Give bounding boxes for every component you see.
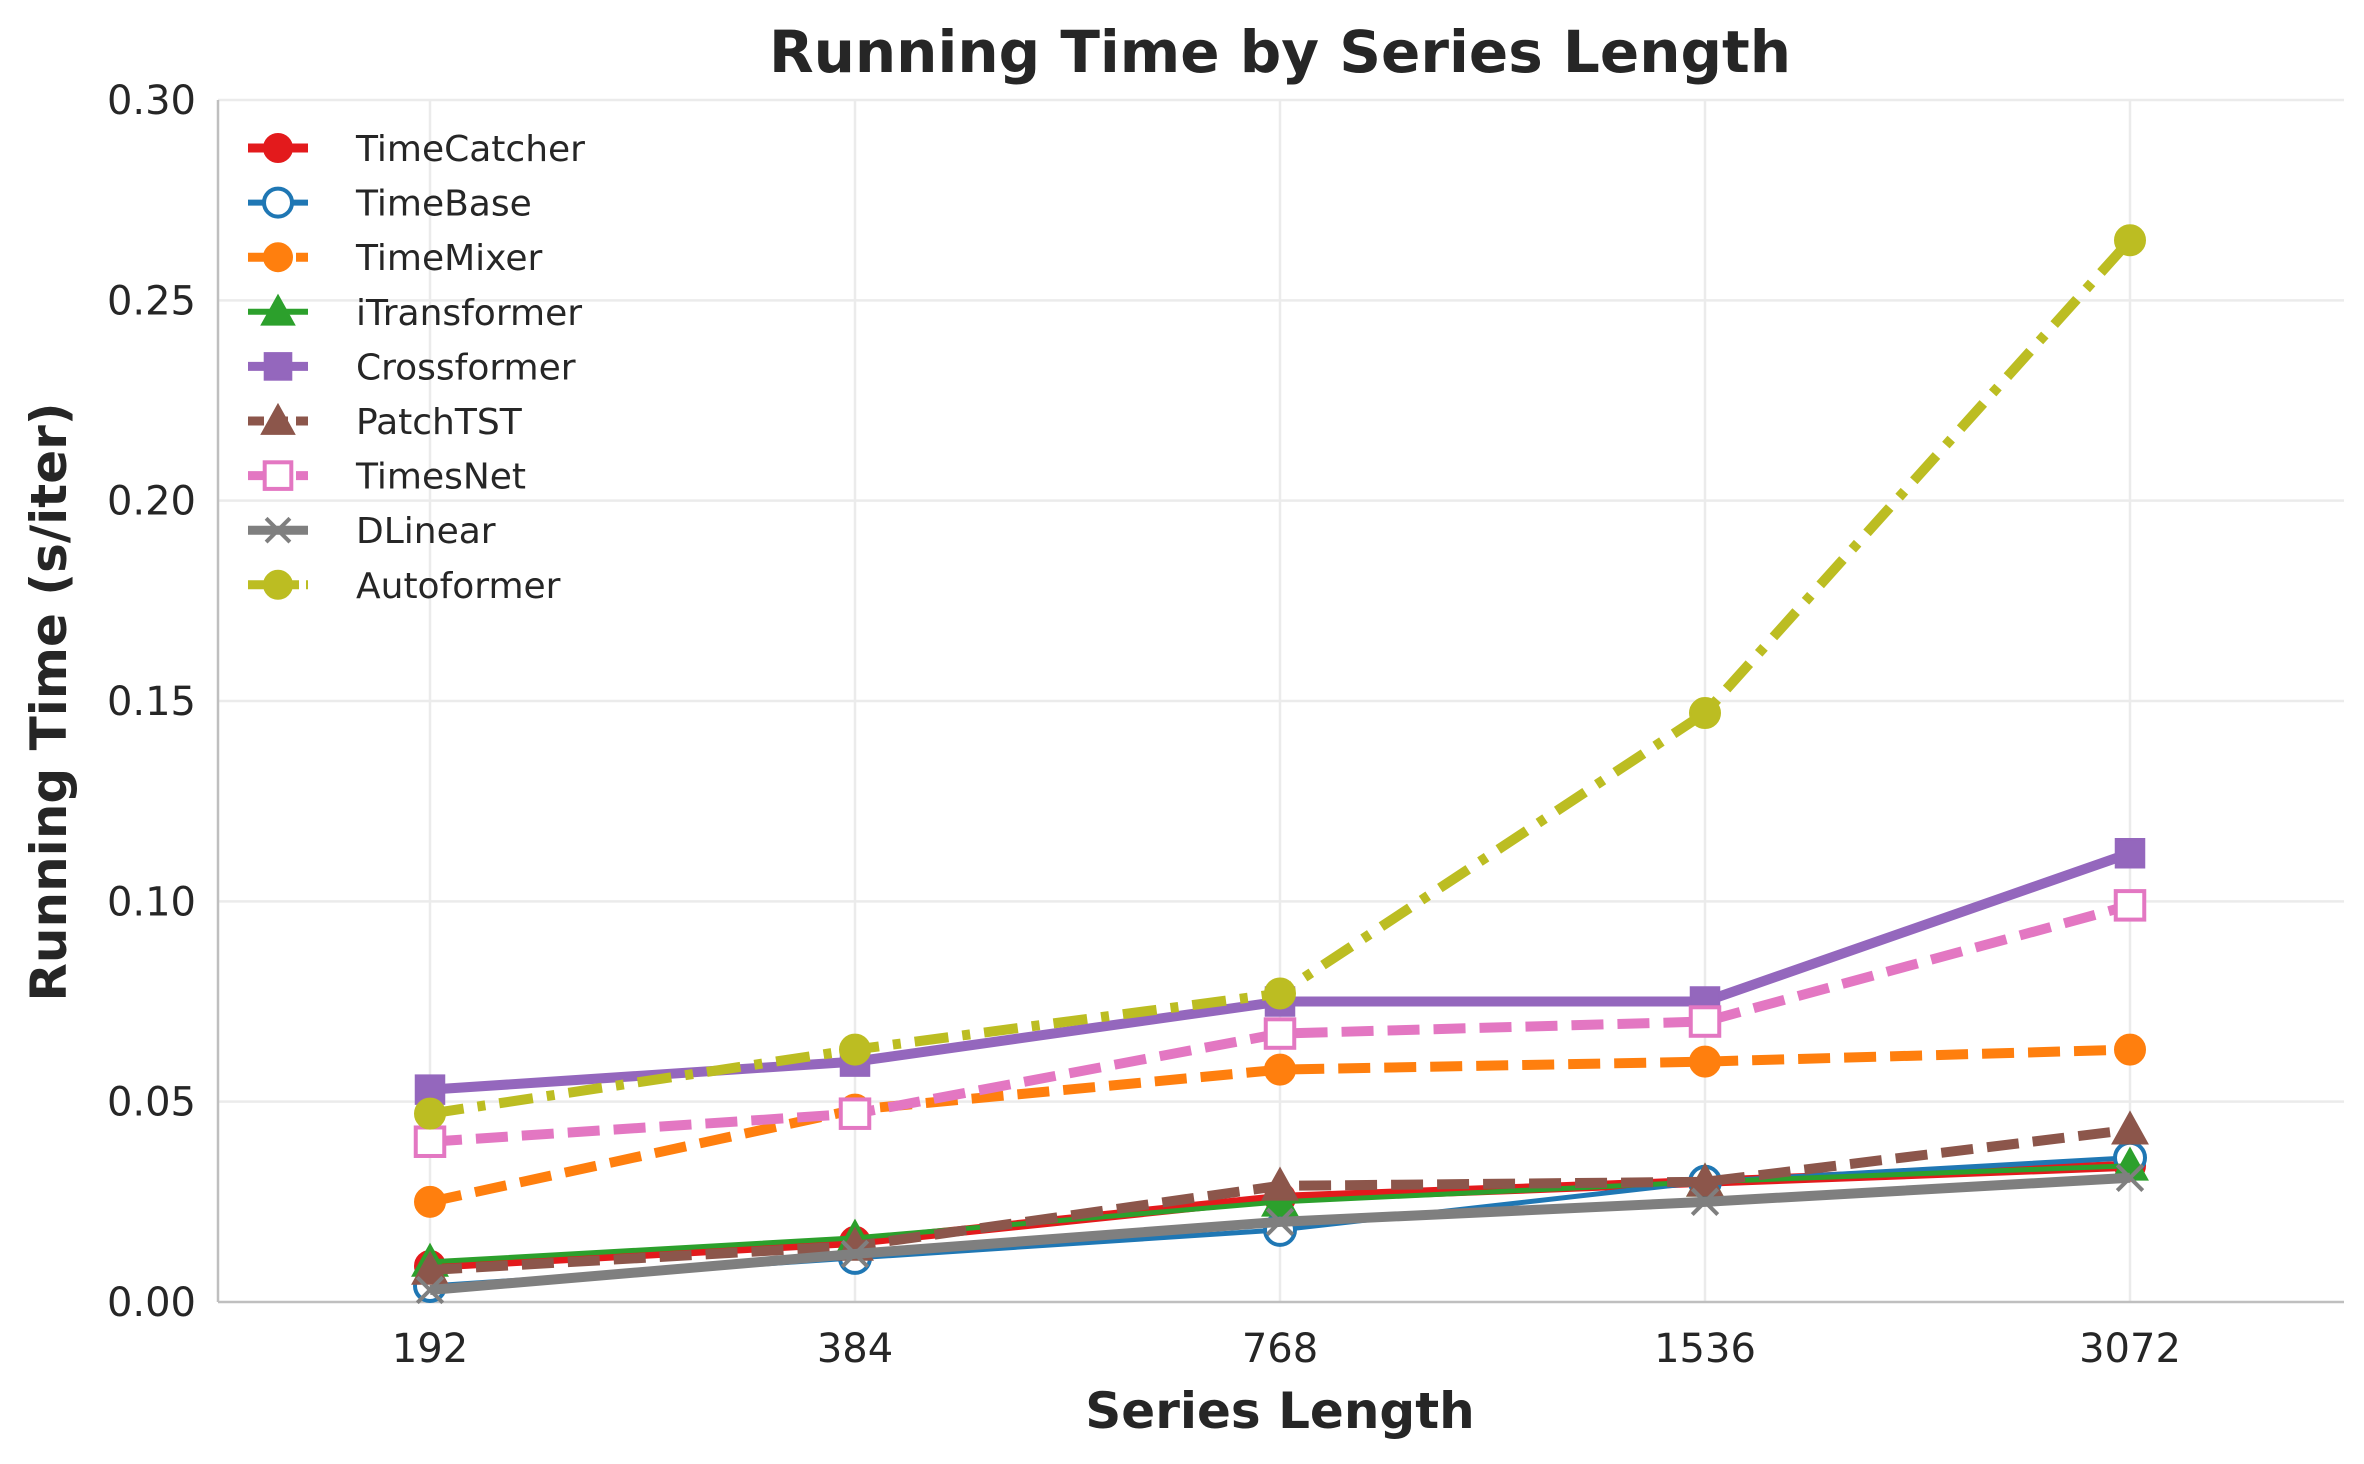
legend-item: DLinear: [248, 511, 496, 552]
legend-label: Crossformer: [356, 347, 576, 388]
patchtst-marker: [411, 1250, 449, 1285]
y-axis-label: Running Time (s/iter): [20, 402, 78, 1001]
legend-item: PatchTST: [248, 402, 523, 443]
crossformer-marker: [263, 352, 293, 381]
autoformer-marker: [839, 1033, 871, 1066]
timemixer-marker: [1689, 1045, 1721, 1078]
timecatcher-marker: [263, 133, 293, 163]
autoformer-marker: [263, 569, 293, 600]
x-tick-label: 384: [817, 1326, 893, 1372]
legend-item: TimeCatcher: [248, 129, 585, 170]
legend-label: TimeBase: [355, 184, 532, 225]
timesnet-marker: [1263, 1017, 1297, 1050]
itransformer-marker: [260, 293, 296, 326]
legend-label: DLinear: [356, 511, 496, 552]
dlinear-marker: [840, 1239, 870, 1269]
grid-lines: [218, 98, 2344, 1302]
timesnet-series: [413, 889, 2147, 1158]
crossformer-marker: [2114, 838, 2146, 869]
y-tick-label: 0.10: [107, 879, 196, 925]
x-tick-label: 1536: [1654, 1326, 1756, 1372]
dlinear-series: [415, 1163, 2145, 1305]
x-tick-label: 3072: [2079, 1326, 2181, 1372]
legend-label: TimeMixer: [355, 238, 543, 279]
timemixer-line: [428, 1044, 2131, 1207]
legend: TimeCatcher TimeBase TimeMixer iTransformer…: [248, 129, 585, 607]
timemixer-marker: [263, 242, 293, 273]
timesnet-marker: [262, 460, 294, 491]
y-tick-label: 0.00: [107, 1280, 196, 1326]
autoformer-marker: [1689, 697, 1721, 730]
timesnet-marker: [2113, 889, 2147, 922]
patchtst-marker: [1261, 1166, 1299, 1201]
tick-labels: 0.00 0.05 0.10 0.15 0.20 0.25 0.30 192 384 768 153…: [107, 78, 2181, 1372]
legend-item: Autoformer: [248, 566, 561, 607]
x-tick-label: 192: [392, 1326, 468, 1372]
timesnet-marker: [413, 1125, 447, 1158]
autoformer-marker: [1264, 977, 1296, 1010]
dlinear-marker: [264, 516, 292, 544]
axes: [216, 100, 2344, 1304]
timesnet-marker: [838, 1097, 872, 1130]
legend-item: iTransformer: [248, 293, 582, 334]
autoformer-series: [414, 224, 2146, 1130]
dlinear-marker: [1690, 1187, 1720, 1216]
dlinear-marker: [1265, 1207, 1295, 1237]
timesnet-marker: [1688, 1005, 1722, 1038]
y-tick-label: 0.30: [107, 78, 196, 124]
x-axis-label: Series Length: [1085, 1382, 1474, 1440]
autoformer-marker: [2114, 224, 2146, 257]
legend-item: TimeMixer: [248, 238, 543, 279]
timebase-marker: [262, 186, 294, 219]
legend-label: TimesNet: [355, 457, 526, 498]
dlinear-marker: [415, 1275, 445, 1305]
legend-item: Crossformer: [248, 347, 576, 388]
timemixer-series: [414, 1033, 2146, 1218]
y-tick-label: 0.25: [107, 278, 196, 324]
timemixer-marker: [414, 1185, 446, 1218]
patchtst-marker: [2111, 1110, 2149, 1145]
chart-title: Running Time by Series Length: [769, 18, 1791, 86]
y-tick-label: 0.20: [107, 479, 196, 525]
x-tick-label: 768: [1242, 1326, 1318, 1372]
legend-item: TimeBase: [248, 184, 532, 225]
autoformer-marker: [414, 1097, 446, 1130]
legend-item: TimesNet: [248, 457, 526, 498]
patchtst-marker: [1686, 1162, 1724, 1197]
series-lines: [411, 224, 2149, 1305]
y-tick-label: 0.15: [107, 679, 196, 725]
dlinear-marker: [2115, 1163, 2145, 1192]
y-tick-label: 0.05: [107, 1080, 196, 1126]
legend-label: TimeCatcher: [355, 129, 585, 170]
patchtst-marker: [260, 402, 296, 435]
legend-label: Autoformer: [356, 566, 561, 607]
legend-label: PatchTST: [356, 402, 523, 443]
timemixer-marker: [2114, 1033, 2146, 1066]
legend-label: iTransformer: [356, 293, 582, 334]
timemixer-marker: [1264, 1053, 1296, 1086]
